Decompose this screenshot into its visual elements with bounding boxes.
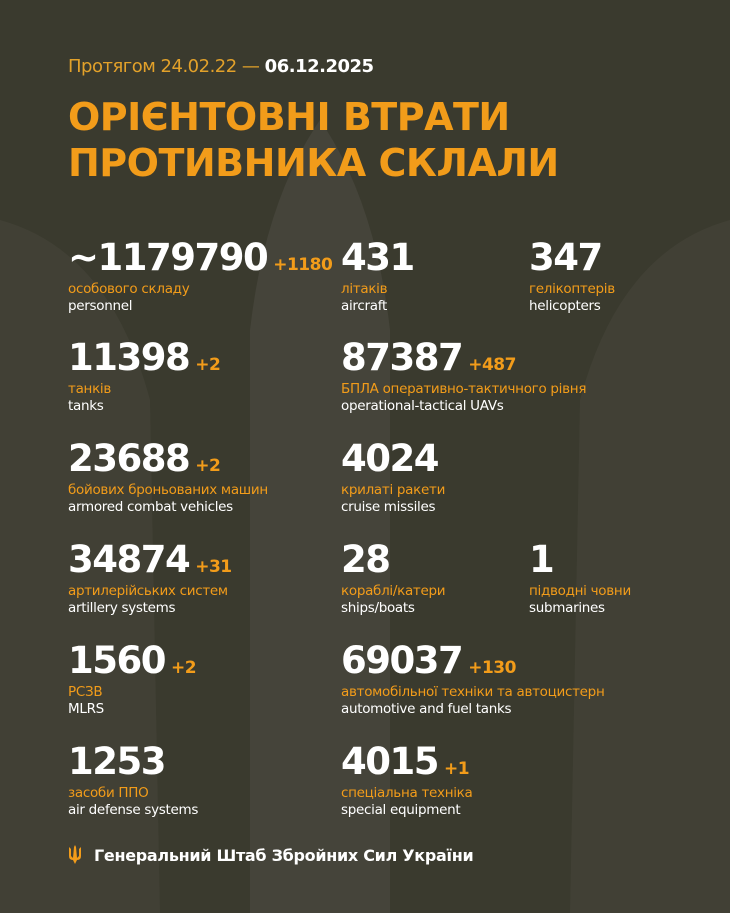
- stat-delta: +31: [195, 557, 232, 577]
- stat-item: 34874 +31 артилерійських систем artillery s…: [68, 538, 232, 617]
- stat-label-ua: бойових броньованих машин: [68, 482, 268, 498]
- period-end: 06.12.2025: [264, 56, 374, 77]
- stat-label-ua: кораблі/катери: [341, 583, 446, 599]
- stat-delta: +1180: [273, 255, 333, 275]
- stat-label-en: cruise missiles: [341, 499, 436, 515]
- stat-item: 23688 +2 бойових броньованих машин armored …: [68, 437, 268, 516]
- trident-icon: [69, 845, 81, 864]
- title-line-1: ОРІЄНТОВНІ ВТРАТИ: [68, 95, 510, 139]
- stat-label-ua: гелікоптерів: [529, 281, 615, 297]
- title-line-2: ПРОТИВНИКА СКЛАЛИ: [68, 141, 559, 185]
- stat-value: 347: [529, 236, 603, 279]
- stat-value: ~1179790: [68, 236, 269, 279]
- stat-label-en: tanks: [68, 398, 104, 414]
- stat-delta: +130: [468, 658, 516, 678]
- stat-value: 11398: [68, 336, 191, 379]
- stat-value: 431: [341, 236, 415, 279]
- stat-label-en: helicopters: [529, 298, 601, 314]
- stat-item: ~1179790 +1180 особового складу personnel: [68, 236, 333, 315]
- stat-label-en: aircraft: [341, 298, 387, 314]
- stat-label-en: special equipment: [341, 802, 461, 818]
- stat-value: 4024: [341, 437, 439, 480]
- stat-item: 431 літаків aircraft: [341, 236, 415, 315]
- stat-item: 1253 засоби ППО air defense systems: [68, 740, 199, 819]
- stat-value: 69037: [341, 639, 464, 682]
- stat-delta: +2: [195, 355, 221, 375]
- stat-label-en: armored combat vehicles: [68, 499, 233, 515]
- stat-value: 4015: [341, 740, 439, 783]
- stat-value: 1253: [68, 740, 166, 783]
- stat-value: 1: [529, 538, 555, 581]
- stat-label-ua: особового складу: [68, 281, 190, 297]
- stat-delta: +2: [170, 658, 197, 678]
- stat-label-ua: автомобільної техніки та автоцистерн: [341, 684, 605, 700]
- stat-label-ua: підводні човни: [529, 583, 631, 599]
- stat-label-ua: літаків: [341, 281, 388, 297]
- stat-label-en: air defense systems: [68, 802, 199, 818]
- stat-label-ua: засоби ППО: [68, 785, 149, 801]
- stat-label-ua: танків: [68, 381, 112, 397]
- page-title: ОРІЄНТОВНІ ВТРАТИ ПРОТИВНИКА СКЛАЛИ: [68, 94, 559, 186]
- stat-value: 28: [341, 538, 391, 581]
- stat-item: 11398 +2 танків tanks: [68, 336, 221, 415]
- stat-value: 34874: [68, 538, 191, 581]
- period-start: Протягом 24.02.22 —: [68, 56, 260, 77]
- footer: Генеральний Штаб Збройних Сил України: [68, 845, 474, 865]
- stat-value: 23688: [68, 437, 191, 480]
- footer-text: Генеральний Штаб Збройних Сил України: [94, 845, 474, 865]
- stat-label-en: personnel: [68, 298, 133, 314]
- stat-item: 347 гелікоптерів helicopters: [529, 236, 615, 315]
- stat-label-ua: крилаті ракети: [341, 482, 446, 498]
- stat-item: 69037 +130 автомобільної техніки та автоци…: [341, 639, 605, 718]
- stat-value: 87387: [341, 336, 464, 379]
- stat-item: 4024 крилаті ракети cruise missiles: [341, 437, 446, 516]
- stat-label-en: operational-tactical UAVs: [341, 398, 504, 414]
- stat-label-ua: спеціальна техніка: [341, 785, 473, 801]
- stat-delta: +1: [443, 759, 470, 779]
- stat-delta: +2: [195, 456, 221, 476]
- stat-label-en: automotive and fuel tanks: [341, 701, 512, 717]
- stat-item: 1 підводні човни submarines: [529, 538, 631, 617]
- stat-item: 28 кораблі/катери ships/boats: [341, 538, 446, 617]
- stat-label-ua: РСЗВ: [68, 684, 103, 700]
- stat-value: 1560: [68, 639, 166, 682]
- stat-label-ua: артилерійських систем: [68, 583, 228, 599]
- stat-label-en: submarines: [529, 600, 605, 616]
- stat-item: 4015 +1 спеціальна техніка special equipmen…: [341, 740, 473, 819]
- stat-item: 87387 +487 БПЛА оперативно-тактичного рівн…: [341, 336, 587, 415]
- stat-label-ua: БПЛА оперативно-тактичного рівня: [341, 381, 587, 397]
- stat-delta: +487: [468, 355, 516, 375]
- stat-label-en: ships/boats: [341, 600, 415, 616]
- stat-item: 1560 +2 РСЗВ MLRS: [68, 639, 197, 718]
- period: Протягом 24.02.22 — 06.12.2025: [68, 56, 374, 77]
- stat-label-en: artillery systems: [68, 600, 176, 616]
- stat-label-en: MLRS: [68, 701, 104, 717]
